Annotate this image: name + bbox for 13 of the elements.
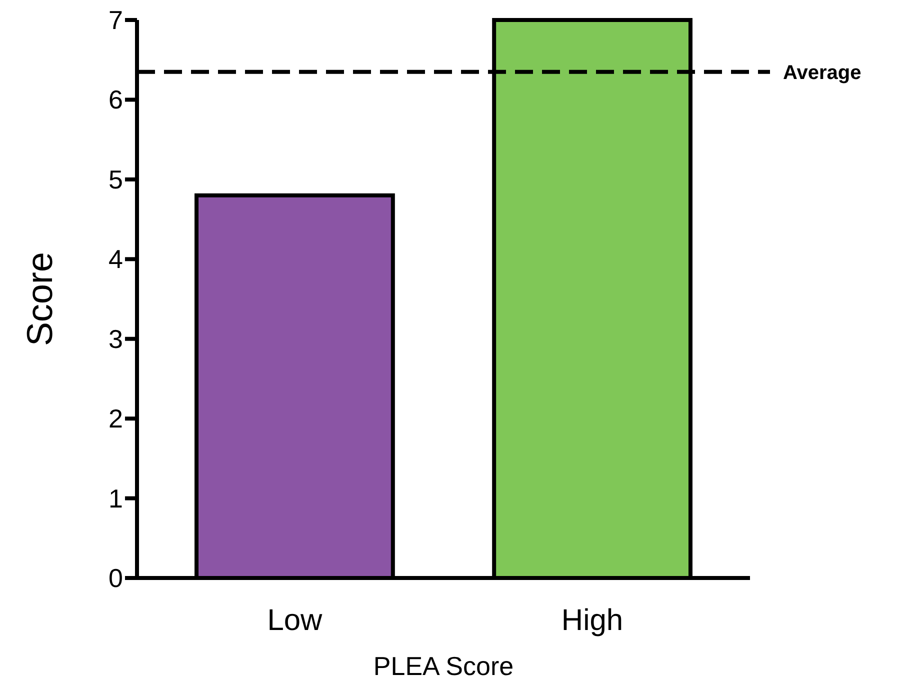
ref-line-label: Average [783,62,862,84]
y-tick-label: 0 [108,563,123,593]
y-tick-label: 1 [108,483,123,514]
y-tick-label: 5 [108,164,123,194]
y-tick-label: 7 [108,5,123,35]
x-tick-label: High [561,604,624,637]
y-axis-title: Score [19,252,60,346]
y-tick-label: 4 [108,244,123,274]
x-axis-title: PLEA Score [373,651,514,681]
y-tick-label: 6 [108,84,123,115]
y-tick-label: 3 [108,324,123,354]
x-tick-label: Low [267,604,323,637]
y-tick-label: 2 [108,404,123,434]
